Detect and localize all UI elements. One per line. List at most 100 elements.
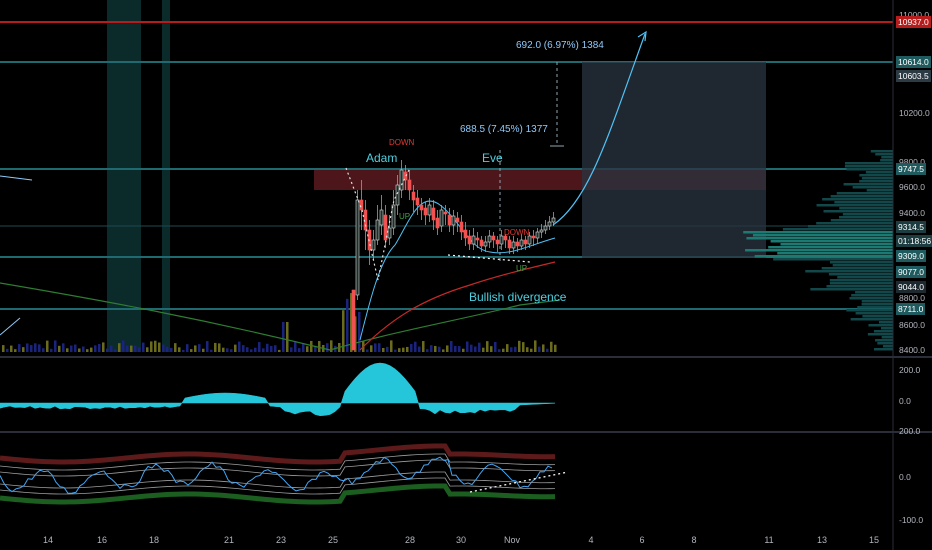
- volume-bar: [242, 345, 245, 352]
- volume-bar: [358, 311, 361, 352]
- volume-profile-bar: [805, 270, 893, 273]
- date-tick: 28: [404, 535, 416, 545]
- candle: [447, 208, 452, 232]
- candle: [359, 180, 364, 230]
- candle: [399, 160, 404, 198]
- volume-profile-bar: [839, 207, 893, 210]
- volume-bar: [238, 341, 241, 352]
- volume-bar: [534, 340, 537, 352]
- volume-bar: [34, 343, 37, 352]
- candle: [535, 228, 540, 244]
- osc1-tick: 0.0: [899, 396, 911, 406]
- price-tag[interactable]: 10614.0: [896, 56, 931, 68]
- date-tick: 6: [639, 535, 645, 545]
- volume-bar: [306, 346, 309, 352]
- volume-profile-bar: [877, 342, 893, 345]
- volume-bar: [290, 347, 293, 352]
- volume-profile-bar: [823, 210, 893, 213]
- date-tick: Nov: [503, 535, 521, 545]
- price-tag[interactable]: 9044.0: [896, 281, 926, 293]
- price-tag[interactable]: 10937.0: [896, 16, 931, 28]
- candle: [439, 205, 444, 232]
- volume-bar: [30, 345, 33, 352]
- volume-profile-bar: [861, 303, 893, 306]
- volume-bar: [402, 347, 405, 352]
- price-tag[interactable]: 8711.0: [896, 303, 926, 315]
- volume-profile-bar: [882, 345, 893, 348]
- volume-profile-bar: [875, 339, 893, 342]
- volume-profile-bar: [859, 174, 893, 177]
- oscillator-histogram: [0, 362, 556, 416]
- volume-bar: [50, 348, 53, 352]
- volume-profile-bar: [861, 177, 893, 180]
- volume-profile-bar: [861, 300, 893, 303]
- price-tag[interactable]: 10603.5: [896, 70, 931, 82]
- oscillator-band: [0, 471, 556, 489]
- candle: [351, 289, 356, 351]
- volume-profile-bar: [844, 165, 893, 168]
- volume-bar: [326, 343, 329, 352]
- volume-bar: [474, 346, 477, 352]
- down-signal-label: DOWN: [389, 138, 415, 147]
- volume-bar: [234, 344, 237, 352]
- volume-profile-bar: [782, 228, 893, 231]
- candle: [419, 198, 424, 220]
- price-tag[interactable]: 9309.0: [896, 250, 926, 262]
- volume-bar: [182, 349, 185, 352]
- candle: [523, 236, 528, 250]
- price-tag[interactable]: 9077.0: [896, 266, 926, 278]
- date-tick: 18: [148, 535, 160, 545]
- price-tick: 8600.0: [899, 320, 925, 330]
- volume-profile-bar: [746, 237, 893, 240]
- volume-profile-bar: [873, 330, 893, 333]
- volume-bar: [454, 345, 457, 352]
- candle: [463, 222, 468, 246]
- oscillator-bands: [0, 443, 556, 505]
- countdown-tag[interactable]: 01:18:56: [896, 235, 932, 247]
- target-label-mid: 688.5 (7.45%) 1377: [460, 124, 548, 135]
- volume-bar: [418, 346, 421, 352]
- moving-average-green: [0, 282, 561, 351]
- volume-profile-bar: [832, 264, 893, 267]
- osc1-tick: 200.0: [899, 365, 921, 375]
- volume-bar: [166, 346, 169, 352]
- date-tick: 8: [691, 535, 697, 545]
- volume-profile-bar: [849, 297, 893, 300]
- candle: [451, 210, 456, 235]
- date-tick: 30: [455, 535, 467, 545]
- volume-bar: [434, 345, 437, 352]
- candle: [467, 230, 472, 250]
- volume-profile-bar: [816, 204, 893, 207]
- volume-bar: [266, 343, 269, 352]
- volume-profile-bar: [768, 246, 893, 249]
- volume-bar: [6, 348, 9, 352]
- projection-arrow[interactable]: [552, 33, 646, 226]
- volume-bar: [46, 340, 49, 352]
- volume-profile-bar: [829, 282, 893, 285]
- projection-box[interactable]: [582, 62, 766, 258]
- volume-bar: [550, 341, 553, 352]
- volume-bar: [14, 349, 17, 352]
- candle: [387, 215, 392, 245]
- candle: [491, 232, 496, 248]
- volume-bar: [226, 348, 229, 352]
- volume-profile-bar: [836, 192, 893, 195]
- candle: [503, 234, 508, 248]
- volume-bar: [158, 342, 161, 352]
- oscillator-band: [0, 483, 556, 505]
- volume-bar: [346, 298, 349, 352]
- price-tag[interactable]: 9314.5: [896, 221, 926, 233]
- volume-bar: [302, 343, 305, 352]
- volume-bar: [466, 341, 469, 352]
- volume-profile-bar: [859, 180, 893, 183]
- price-tick: 11000.0: [899, 10, 930, 20]
- volume-bar: [26, 343, 29, 352]
- volume-bar: [82, 346, 85, 352]
- target-label-top: 692.0 (6.97%) 1384: [516, 40, 604, 51]
- price-tag[interactable]: 9747.5: [896, 163, 926, 175]
- volume-bar: [254, 347, 257, 352]
- volume-bar: [122, 340, 125, 352]
- candle: [531, 230, 536, 246]
